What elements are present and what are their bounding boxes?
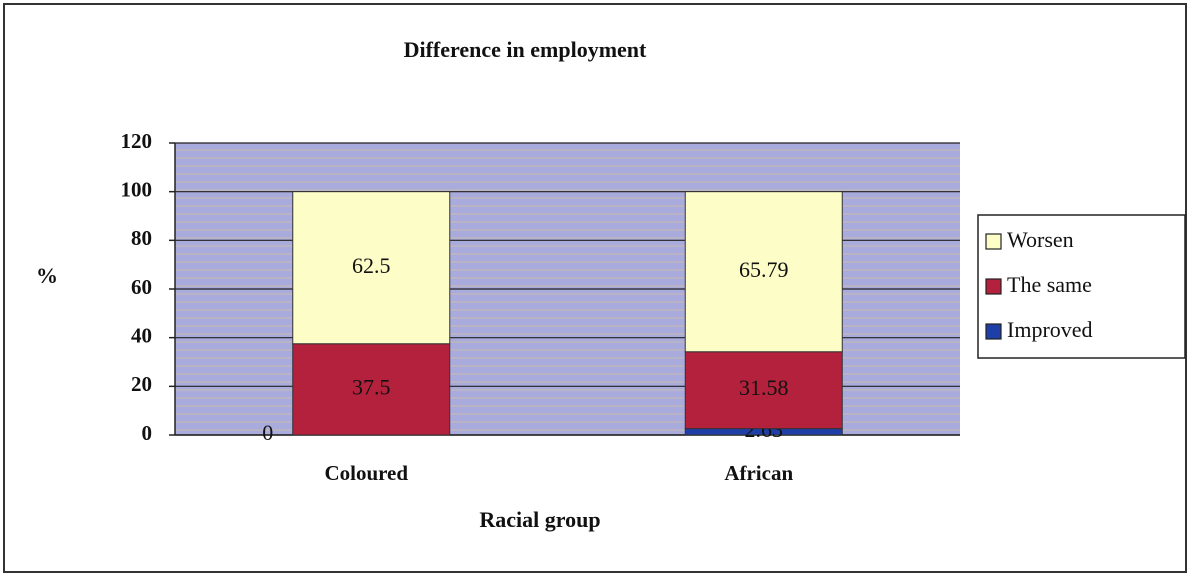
x-tick-label: African <box>724 461 793 485</box>
data-label: 31.58 <box>739 375 789 400</box>
data-label: 65.79 <box>739 257 789 282</box>
y-tick-label: 40 <box>131 323 152 347</box>
y-tick-label: 20 <box>131 372 152 396</box>
data-label: 0 <box>262 420 273 445</box>
data-label: 37.5 <box>352 374 391 399</box>
y-tick-label: 0 <box>142 421 153 445</box>
x-axis-label: Racial group <box>479 507 600 532</box>
legend-box <box>977 214 1186 359</box>
y-tick-label: 60 <box>131 275 152 299</box>
y-axis-label: % <box>36 263 58 288</box>
chart-title: Difference in employment <box>404 37 647 62</box>
legend-swatch <box>985 323 1002 340</box>
legend-label: Worsen <box>1007 227 1074 252</box>
legend-swatch <box>985 233 1002 250</box>
legend-label: Improved <box>1007 317 1093 342</box>
legend-label: The same <box>1007 272 1092 297</box>
y-tick-label: 120 <box>121 129 153 153</box>
bar-segment <box>684 191 843 353</box>
legend-swatch <box>985 278 1002 295</box>
y-tick-label: 100 <box>121 177 153 201</box>
data-label: 62.5 <box>352 253 391 278</box>
bar-segment <box>292 343 451 436</box>
y-tick-label: 80 <box>131 226 152 250</box>
x-tick-label: Coloured <box>324 461 408 485</box>
bar-segment <box>292 191 451 345</box>
